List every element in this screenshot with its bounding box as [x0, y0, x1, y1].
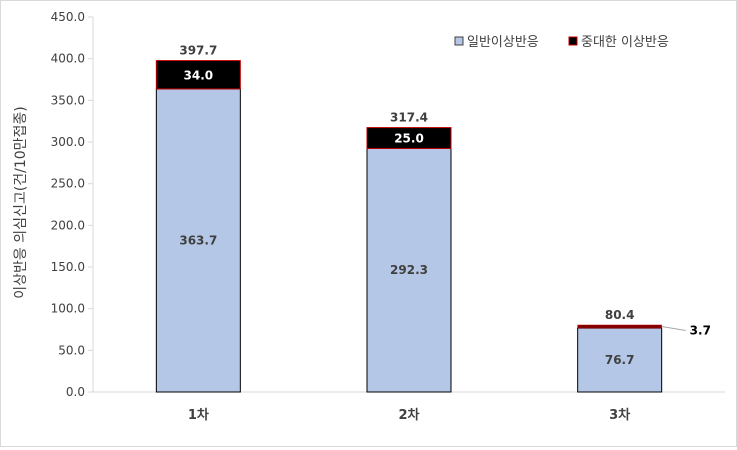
y-tick-label: 150.0 [51, 260, 85, 274]
x-tick-label: 2차 [398, 407, 419, 423]
data-label-leader-line [661, 326, 686, 332]
y-tick-label: 100.0 [51, 302, 85, 316]
y-tick-label: 400.0 [51, 52, 85, 66]
data-label-total: 80.4 [605, 308, 635, 322]
y-tick-label: 300.0 [51, 135, 85, 149]
y-tick-label: 450.0 [51, 10, 85, 24]
bar-general-reaction [155, 88, 241, 393]
y-axis-title: 이상반응 의심신고(건/10만접종) [13, 106, 29, 298]
x-tick-label: 1차 [188, 407, 209, 423]
y-tick-label: 50.0 [58, 343, 85, 357]
axes: 0.0 50.0 100.0 150.0 200.0 250.0 300.0 350.0 400… [13, 10, 725, 423]
y-tick-label: 0.0 [66, 385, 85, 399]
data-label-general: 76.7 [605, 353, 635, 367]
data-label-serious: 25.0 [394, 132, 424, 146]
legend: 일반이상반응 중대한 이상반응 [454, 35, 669, 50]
legend-swatch-general [454, 36, 464, 46]
data-label-serious: 3.7 [690, 324, 711, 338]
legend-label-general: 일반이상반응 [467, 35, 539, 50]
bar-general-reaction [577, 327, 663, 393]
y-tick-label: 350.0 [51, 93, 85, 107]
data-label-general: 363.7 [179, 233, 217, 247]
bar-general-reaction [366, 147, 452, 393]
legend-label-serious: 중대한 이상반응 [581, 35, 669, 50]
data-label-total: 397.7 [179, 44, 217, 58]
bars [155, 60, 663, 393]
data-label-total: 317.4 [390, 111, 428, 125]
data-label-general: 292.3 [390, 263, 428, 277]
bar-serious-reaction [366, 127, 452, 149]
y-tick-label: 200.0 [51, 218, 85, 232]
data-labels: 363.7 34.0 397.7 292.3 25.0 317.4 76.7 3.7 80.4 [179, 44, 711, 367]
bar-serious-reaction [577, 324, 662, 329]
data-label-serious: 34.0 [184, 68, 214, 82]
bar-serious-reaction [155, 60, 241, 90]
x-tick-label: 3차 [609, 407, 630, 423]
y-tick-label: 250.0 [51, 177, 85, 191]
legend-swatch-serious [568, 36, 578, 46]
